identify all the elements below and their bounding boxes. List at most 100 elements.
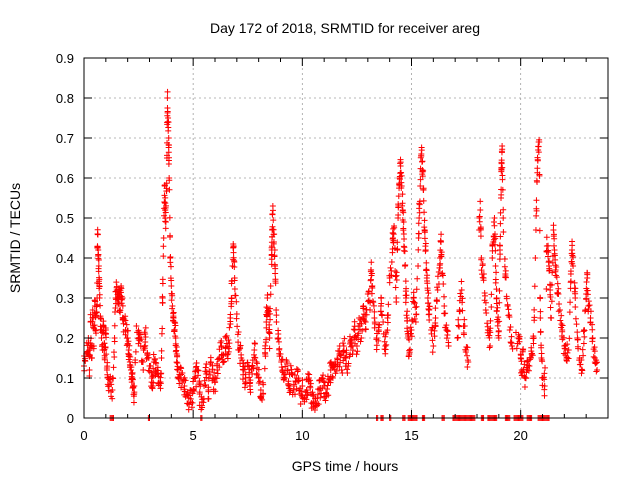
data-point [96,294,103,301]
data-point [127,353,134,360]
data-point [142,342,149,349]
data-point [178,365,185,372]
data-point [529,352,536,359]
data-point [153,360,160,367]
data-point [573,321,580,328]
data-point [367,299,374,306]
data-point [593,359,600,366]
data-point [88,354,95,361]
data-point [267,305,274,312]
data-point [461,316,468,323]
data-point [564,354,571,361]
data-point [178,371,185,378]
data-point [546,258,553,265]
data-point [376,322,383,329]
data-point [541,392,548,399]
data-point [228,278,235,285]
data-point [93,330,100,337]
data-point [150,365,157,372]
data-point [130,384,137,391]
data-point [251,340,258,347]
data-point [346,333,353,340]
data-point [381,338,388,345]
data-point [284,367,291,374]
data-point [174,363,181,370]
data-point [123,335,130,342]
data-point [279,356,286,363]
data-point [437,237,444,244]
data-point [269,207,276,214]
data-point [406,336,413,343]
data-point [454,335,461,341]
data-point [226,340,233,347]
data-point [338,367,345,373]
data-point [132,348,139,355]
data-point [167,234,174,241]
data-point [264,291,271,298]
data-point [464,357,471,364]
data-point [580,328,587,335]
data-point [432,305,439,312]
data-point [497,220,504,227]
y-tick-label: 0.3 [56,291,74,306]
data-point [509,345,516,352]
data-point [425,300,432,307]
data-point [401,248,408,255]
data-point [424,280,431,287]
data-point [91,322,98,329]
data-point [113,279,120,286]
data-point [434,287,441,293]
data-point [552,272,559,279]
data-point [110,364,117,371]
data-point [203,374,210,381]
data-point [119,302,126,309]
data-point [307,377,314,384]
data-point [170,309,177,316]
data-point [263,304,270,311]
data-point [163,188,170,195]
data-point [231,277,238,284]
data-point [314,391,321,398]
data-point [254,360,261,367]
data-point [533,205,540,212]
data-point [583,279,590,286]
data-point [572,315,579,322]
data-point [214,370,221,377]
data-point [548,281,555,288]
data-point [415,246,422,253]
y-tick-label: 0.2 [56,331,74,346]
data-point [161,199,168,206]
data-point [125,356,132,363]
data-point [483,310,490,317]
data-point [441,303,448,309]
data-point [476,214,483,221]
data-point [399,200,406,207]
data-point [263,319,270,325]
data-point [126,342,133,349]
data-point [496,299,503,306]
data-point [283,357,290,364]
data-point [582,306,589,313]
data-point [405,353,412,360]
data-point [499,164,506,171]
data-point [535,149,542,156]
data-point [581,333,588,340]
data-point [547,314,554,321]
data-point [458,287,465,293]
data-point [218,338,225,345]
data-point [95,255,102,262]
data-point [426,303,433,310]
data-point [225,337,232,344]
data-point [138,336,145,343]
data-point [120,320,127,327]
data-point [150,379,157,386]
data-point [567,278,574,285]
data-point [362,326,369,333]
data-point [390,237,397,244]
data-point [159,300,166,307]
data-point [94,301,101,308]
x-tick-label: 15 [404,428,418,443]
data-point [420,185,427,192]
data-point [347,337,354,344]
data-point [394,239,401,246]
